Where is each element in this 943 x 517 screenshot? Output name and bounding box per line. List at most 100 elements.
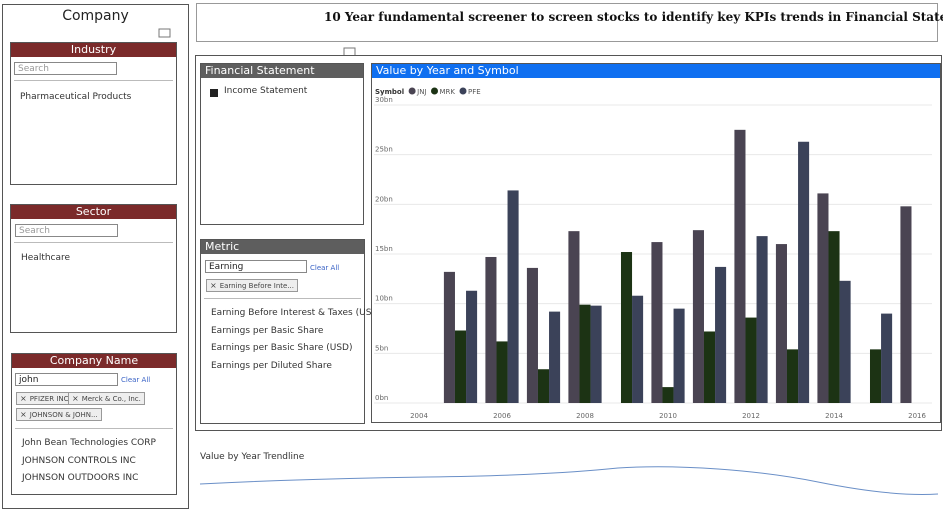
bar [692,230,704,403]
company-name-slicer: Company Name john Clear All × PFIZER INC … [11,353,177,495]
slicer-item[interactable]: Earnings per Basic Share (USD) [211,343,353,353]
bar [549,311,561,403]
chip-label: Merck & Co., Inc. [81,395,141,403]
bar [496,341,508,403]
bar [620,252,633,403]
bar [526,267,538,403]
y-tick-label: 10bn [375,295,393,303]
legend-marker [408,87,416,95]
slicer-title: Financial Statement [201,64,363,78]
bar [443,271,455,403]
trendline [199,466,939,495]
x-tick-label: 2016 [908,412,926,420]
bar [745,317,757,403]
separator [14,242,173,243]
bar [734,129,746,404]
legend-label: PFE [468,88,481,96]
bar [775,244,787,403]
slicer-item[interactable]: Income Statement [224,86,308,96]
trendline-path [199,466,939,495]
x-tick-label: 2014 [825,412,843,420]
legend-title: Symbol [375,88,404,96]
separator [14,80,173,81]
bar [590,305,602,403]
separator [15,428,173,429]
chart-title: Value by Year and Symbol [372,64,940,78]
industry-slicer: Industry Search Pharmaceutical Products [10,42,177,185]
slicer-title: Metric [201,240,364,254]
y-tick-label: 30bn [375,96,393,104]
chip[interactable]: × PFIZER INC [16,392,73,405]
slicer-title: Industry [11,43,176,57]
slicer-item[interactable]: Earnings per Diluted Share [211,361,332,371]
clear-all[interactable]: Clear All [121,376,151,384]
bar [579,304,591,403]
y-tick-label: 20bn [375,195,393,203]
focus-icon[interactable] [158,27,172,39]
main-panel: Financial Statement Income Statement Met… [195,55,942,431]
separator [204,298,361,299]
x-tick-label: 2008 [576,412,594,420]
metric-slicer: Metric Earning Clear All × Earning Before… [200,239,382,424]
bar [673,308,685,403]
bar [817,193,829,403]
bar [466,290,478,403]
header: 10 Year fundamental screener to screen s… [196,3,943,42]
chart-visual: Value by Year and Symbol Symbol JNJ MRK PFE… [371,63,941,423]
trendline-title: Value by Year Trendline [200,452,305,462]
slicer-item[interactable]: Earning Before Interest & Taxes (USD) [211,308,382,318]
bar [756,236,768,403]
bar [703,331,716,403]
legend-label: MRK [440,88,456,96]
slicer-item[interactable]: JOHNSON OUTDOORS INC [22,473,139,483]
bar [900,206,912,403]
company-panel: Company Industry Search Pharmaceutical P… [2,4,189,509]
slicer-item[interactable]: Pharmaceutical Products [20,92,132,102]
slicer-title: Sector [11,205,176,219]
bar [662,387,674,403]
bar [869,349,882,403]
y-tick-label: 25bn [375,146,393,154]
chip[interactable]: × Earning Before Inte... [206,279,298,292]
bar [828,231,840,403]
y-tick-label: 5bn [375,344,388,352]
bar [786,349,799,403]
x-tick-label: 2012 [742,412,760,420]
legend-marker [431,87,438,95]
bar [632,295,644,403]
bar [651,242,663,403]
slicer-item[interactable]: John Bean Technologies CORP [22,438,156,448]
sector-slicer: Sector Search Healthcare [10,204,177,333]
search-box[interactable]: Search [14,62,117,75]
slicer-item[interactable]: JOHNSON CONTROLS INC [22,456,136,466]
bar [485,256,497,403]
bar [507,190,519,403]
search-box[interactable]: Earning [205,260,307,273]
y-tick-label: 0bn [375,394,388,402]
slicer-item[interactable]: Earnings per Basic Share [211,326,324,336]
search-box[interactable]: john [15,373,118,386]
bar [881,313,893,403]
bar [839,280,851,403]
x-tick-label: 2004 [410,412,428,420]
slicer-title: Company Name [12,354,176,368]
financial-statement-slicer: Financial Statement Income Statement [200,63,364,225]
bar [454,330,467,403]
clear-all[interactable]: Clear All [310,264,340,272]
bar [568,231,580,403]
checkbox[interactable] [210,89,218,97]
slicer-item[interactable]: Healthcare [21,253,71,263]
header-title: 10 Year fundamental screener to screen s… [324,10,943,24]
y-tick-label: 15bn [375,245,393,253]
chart: Symbol JNJ MRK PFE 0bn 5bn 10bn 15bn 20bn 25bn 30b… [374,87,932,420]
chip-label: Earning Before Inte... [219,282,294,290]
panel-title: Company [62,8,129,24]
bar [537,369,550,403]
chip[interactable]: × JOHNSON & JOHN... [16,408,102,421]
legend-marker [459,87,467,95]
x-tick-label: 2010 [659,412,677,420]
chip[interactable]: × Merck & Co., Inc. [68,392,145,405]
search-box[interactable]: Search [15,224,118,237]
legend-label: JNJ [416,88,426,96]
